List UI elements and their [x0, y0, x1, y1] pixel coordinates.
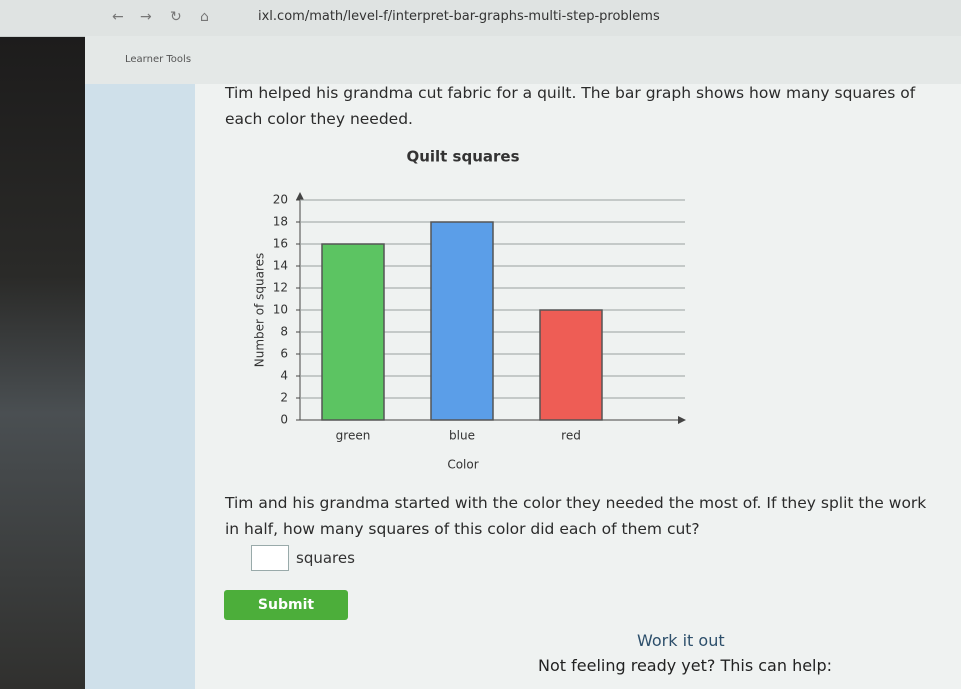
question-prompt: Tim and his grandma started with the col… [225, 494, 927, 538]
forward-button[interactable]: → [140, 9, 152, 25]
x-tick-label: red [561, 429, 581, 443]
bar [539, 309, 603, 421]
back-button[interactable]: ← [112, 9, 124, 25]
chart: Quilt squares Number of squares Color 0 2… [253, 148, 686, 472]
learner-tools[interactable]: Learner Tools [125, 54, 192, 65]
x-tick-label: blue [449, 429, 475, 443]
y-tick-label: 8 [280, 325, 288, 339]
y-tick-label: 0 [280, 413, 288, 427]
y-axis-arrow [296, 192, 304, 200]
x-axis-arrow [678, 416, 686, 424]
y-tick-label: 14 [273, 259, 288, 273]
y-axis-title: Number of squares [253, 253, 267, 368]
chart-title: Quilt squares [406, 148, 519, 166]
reload-button[interactable]: ↻ [170, 9, 182, 25]
x-axis-title: Color [447, 458, 478, 472]
y-tick-label: 6 [280, 347, 288, 361]
toolbar: Learner Tools [85, 36, 961, 84]
help-text: Not feeling ready yet? This can help: [538, 656, 833, 675]
bar [321, 243, 385, 421]
url[interactable]: ixl.com/math/level-f/interpret-bar-graph… [258, 9, 660, 24]
y-tick-label: 16 [273, 237, 288, 251]
x-tick-label: green [336, 429, 371, 443]
bar [430, 221, 494, 421]
browser-bar: ← → ↻ ⌂ ixl.com/math/level-f/interpret-b… [0, 0, 961, 37]
answer-input[interactable] [251, 545, 289, 571]
background-strip [0, 0, 85, 689]
submit-button[interactable]: Submit [224, 590, 348, 620]
home-button[interactable]: ⌂ [200, 9, 209, 25]
y-tick-label: 18 [273, 215, 288, 229]
answer-unit: squares [296, 549, 355, 567]
y-tick-label: 20 [273, 193, 288, 207]
y-tick-label: 10 [273, 303, 288, 317]
y-tick-label: 4 [280, 369, 288, 383]
y-tick-label: 2 [280, 391, 288, 405]
help-title[interactable]: Work it out [637, 631, 725, 650]
y-tick-label: 12 [273, 281, 288, 295]
question-intro: Tim helped his grandma cut fabric for a … [225, 84, 916, 128]
sidebar [85, 84, 195, 689]
